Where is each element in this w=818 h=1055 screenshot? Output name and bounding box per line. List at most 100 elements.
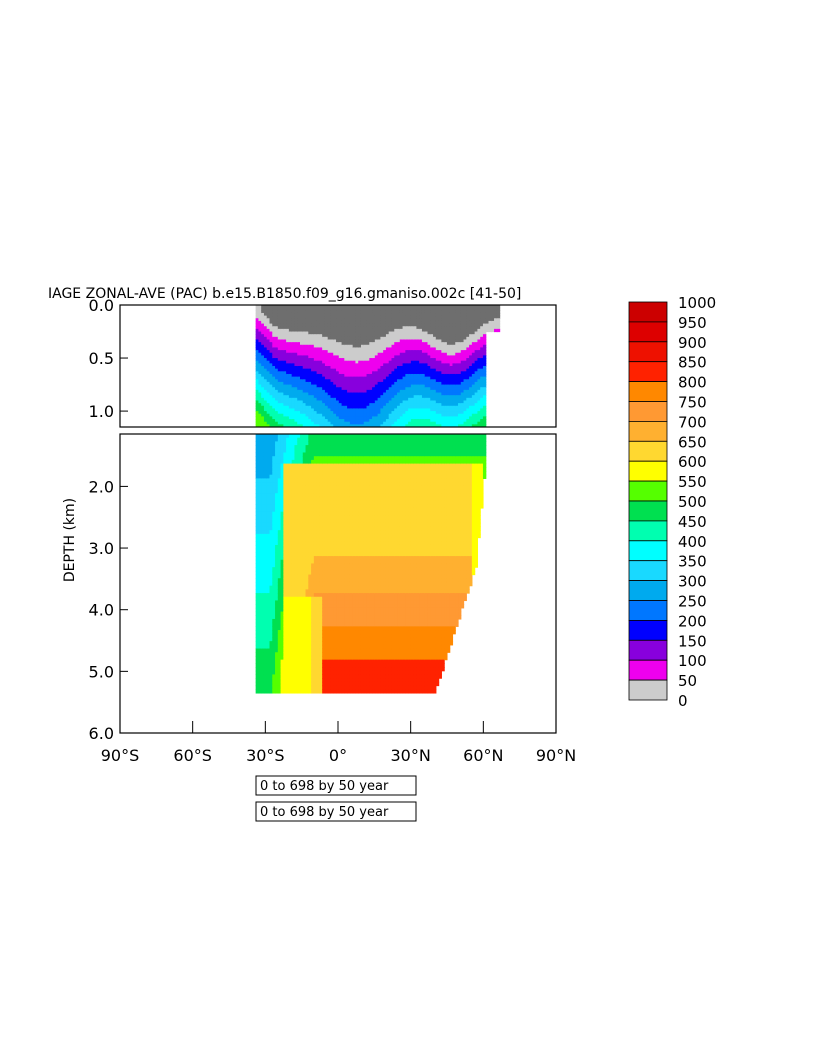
contour-cell: [449, 355, 454, 359]
contour-cell: [419, 405, 423, 410]
contour-cell: [360, 315, 365, 319]
contour-cell: [405, 310, 409, 314]
contour-cell: [430, 323, 434, 327]
contour-cell: [372, 421, 376, 425]
contour-cell: [452, 424, 456, 427]
contour-cell: [424, 405, 429, 410]
contour-cell: [333, 331, 337, 335]
contour-cell: [419, 315, 423, 319]
contour-cell: [427, 323, 431, 327]
contour-cell: [344, 310, 348, 314]
contour-cell: [283, 585, 287, 590]
contour-cell: [480, 392, 484, 396]
contour-cell: [255, 593, 260, 598]
contour-cell: [302, 336, 307, 341]
contour-cell: [452, 397, 456, 402]
contour-cell: [336, 331, 340, 335]
contour-cell: [413, 373, 418, 378]
contour-cell: [277, 537, 282, 542]
contour-cell: [347, 331, 351, 335]
contour-cell: [275, 408, 279, 412]
contour-cell: [272, 570, 276, 576]
contour-cell: [438, 350, 442, 354]
contour-cell: [474, 397, 479, 402]
contour-cell: [441, 336, 445, 341]
contour-cell: [441, 339, 445, 343]
contour-cell: [272, 667, 276, 672]
contour-cell: [463, 381, 467, 386]
contour-cell: [255, 519, 260, 524]
contour-cell: [261, 452, 265, 457]
contour-cell: [283, 358, 287, 362]
contour-cell: [255, 405, 260, 410]
contour-cell: [494, 326, 498, 330]
contour-cell: [360, 387, 365, 391]
contour-cell: [366, 387, 370, 391]
contour-cell: [286, 685, 290, 690]
contour-cell: [275, 493, 279, 498]
contour-cell: [283, 424, 287, 427]
contour-cell: [272, 637, 276, 642]
contour-cell: [258, 334, 262, 338]
contour-cell: [261, 622, 265, 627]
contour-cell: [444, 368, 448, 372]
contour-cell: [383, 358, 387, 362]
contour-cell: [355, 331, 359, 335]
contour-cell: [416, 360, 420, 364]
contour-cell: [255, 384, 260, 388]
contour-cell: [272, 312, 276, 317]
contour-cell: [333, 352, 337, 356]
contour-cell: [288, 445, 293, 450]
contour-cell: [283, 482, 287, 487]
contour-cell: [449, 320, 454, 325]
contour-cell: [261, 371, 265, 375]
contour-cell: [275, 659, 279, 664]
contour-cell: [452, 326, 456, 330]
contour-cell: [391, 320, 395, 325]
contour-cell: [391, 350, 395, 354]
contour-cell: [397, 408, 401, 412]
contour-cell: [294, 371, 298, 375]
contour-cell: [255, 467, 260, 472]
contour-cell: [463, 395, 467, 399]
contour-cell: [474, 384, 479, 388]
contour-cell: [374, 424, 379, 427]
contour-cell: [391, 328, 395, 333]
contour-cell: [275, 392, 279, 396]
contour-cell: [460, 355, 465, 359]
contour-cell: [305, 387, 309, 391]
contour-cell: [482, 344, 487, 349]
contour-cell: [469, 419, 473, 423]
contour-cell: [286, 463, 290, 468]
contour-cell: [469, 307, 473, 311]
contour-cell: [388, 384, 393, 388]
contour-cell: [291, 607, 296, 613]
contour-cell: [469, 397, 473, 402]
contour-cell: [294, 350, 298, 354]
contour-cell: [446, 379, 451, 383]
contour-cell: [438, 424, 442, 427]
contour-cell: [288, 641, 293, 646]
contour-cell: [297, 326, 301, 330]
contour-cell: [388, 424, 393, 427]
contour-cell: [302, 310, 307, 314]
contour-cell: [446, 381, 451, 386]
contour-cell: [272, 448, 276, 454]
contour-cell: [430, 358, 434, 362]
contour-cell: [272, 459, 276, 465]
contour-cell: [405, 368, 409, 372]
contour-cell: [455, 305, 459, 309]
contour-cell: [280, 368, 284, 372]
contour-cell: [336, 323, 340, 327]
contour-cell: [291, 489, 296, 494]
contour-cell: [372, 347, 376, 351]
contour-cell: [311, 403, 315, 407]
contour-cell: [427, 413, 431, 417]
contour-cell: [452, 376, 456, 380]
contour-cell: [352, 339, 357, 343]
contour-cell: [419, 368, 423, 372]
contour-cell: [410, 373, 415, 378]
contour-cell: [366, 336, 370, 341]
contour-cell: [421, 350, 426, 354]
contour-cell: [391, 384, 395, 388]
